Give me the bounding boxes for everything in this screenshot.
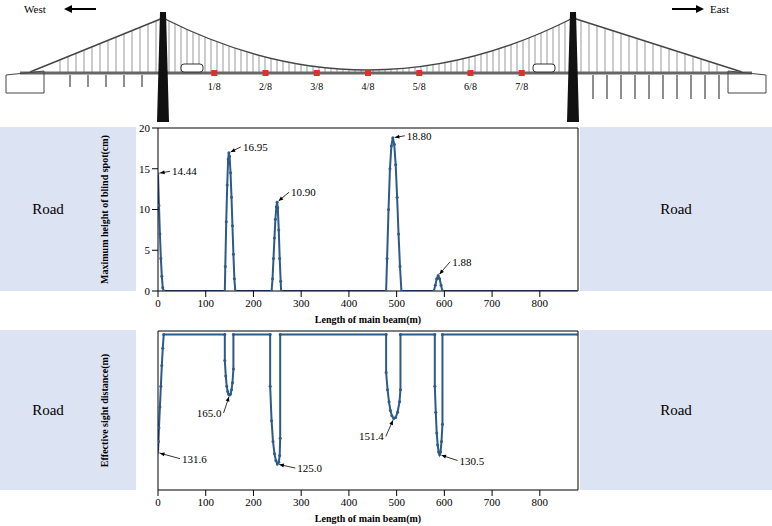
svg-text:6/8: 6/8 bbox=[464, 81, 477, 92]
svg-text:5: 5 bbox=[145, 244, 151, 256]
svg-text:Length of main beam(m): Length of main beam(m) bbox=[315, 513, 421, 525]
svg-text:3/8: 3/8 bbox=[310, 81, 323, 92]
svg-text:0: 0 bbox=[155, 496, 161, 508]
svg-text:800: 800 bbox=[532, 297, 549, 309]
svg-text:Effective sight distance(m): Effective sight distance(m) bbox=[99, 354, 111, 467]
svg-text:300: 300 bbox=[293, 297, 310, 309]
svg-text:East: East bbox=[710, 3, 729, 15]
svg-text:700: 700 bbox=[484, 496, 501, 508]
svg-text:500: 500 bbox=[388, 297, 405, 309]
svg-text:0: 0 bbox=[145, 285, 151, 297]
svg-text:West: West bbox=[24, 3, 46, 15]
svg-text:165.0: 165.0 bbox=[197, 407, 222, 419]
svg-text:130.5: 130.5 bbox=[460, 455, 485, 467]
svg-text:0: 0 bbox=[155, 297, 161, 309]
svg-text:600: 600 bbox=[436, 496, 453, 508]
svg-text:2/8: 2/8 bbox=[259, 81, 272, 92]
svg-text:10.90: 10.90 bbox=[291, 186, 316, 198]
svg-text:16.95: 16.95 bbox=[243, 141, 268, 153]
html-text:Road: Road bbox=[32, 200, 64, 217]
svg-text:151.4: 151.4 bbox=[359, 430, 384, 442]
svg-text:100: 100 bbox=[197, 496, 214, 508]
svg-text:5/8: 5/8 bbox=[413, 81, 426, 92]
svg-text:300: 300 bbox=[293, 496, 310, 508]
svg-text:14.44: 14.44 bbox=[172, 165, 197, 177]
svg-text:500: 500 bbox=[388, 496, 405, 508]
svg-text:200: 200 bbox=[245, 297, 262, 309]
html-text:Road: Road bbox=[660, 200, 692, 217]
svg-text:18.80: 18.80 bbox=[407, 130, 432, 142]
svg-text:1.88: 1.88 bbox=[452, 256, 472, 268]
svg-text:1/8: 1/8 bbox=[208, 81, 221, 92]
svg-text:100: 100 bbox=[197, 297, 214, 309]
html-text:Road: Road bbox=[660, 401, 692, 418]
svg-text:Length of main beam(m): Length of main beam(m) bbox=[315, 314, 421, 326]
svg-text:10: 10 bbox=[139, 203, 151, 215]
svg-text:Maximum height of blind spot(c: Maximum height of blind spot(cm) bbox=[99, 135, 111, 284]
html-text:Road: Road bbox=[32, 401, 64, 418]
svg-text:200: 200 bbox=[245, 496, 262, 508]
svg-text:700: 700 bbox=[484, 297, 501, 309]
svg-text:800: 800 bbox=[532, 496, 549, 508]
svg-text:7/8: 7/8 bbox=[515, 81, 528, 92]
svg-text:400: 400 bbox=[341, 297, 358, 309]
svg-text:20: 20 bbox=[139, 122, 151, 134]
svg-text:600: 600 bbox=[436, 297, 453, 309]
svg-text:131.6: 131.6 bbox=[182, 453, 207, 465]
svg-text:125.0: 125.0 bbox=[297, 462, 322, 474]
svg-text:15: 15 bbox=[139, 163, 151, 175]
svg-text:400: 400 bbox=[341, 496, 358, 508]
svg-text:4/8: 4/8 bbox=[362, 81, 375, 92]
